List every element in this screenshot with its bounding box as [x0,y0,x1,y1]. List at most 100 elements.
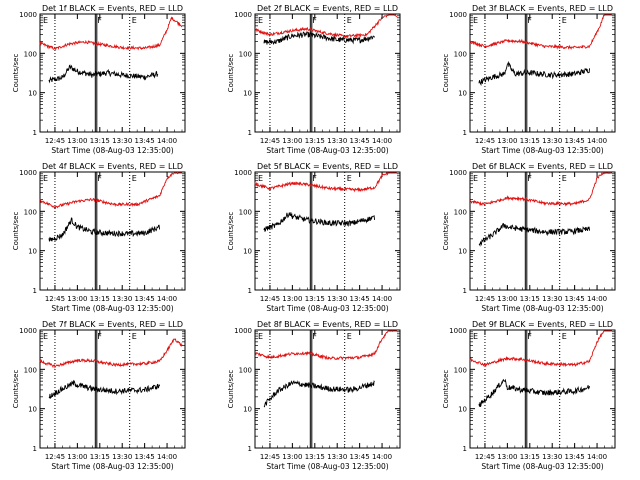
x-tick-label: 13:45 [350,295,370,303]
x-tick-label: 14:00 [372,295,392,303]
y-tick-label: 10 [458,406,467,414]
x-tick-label: 13:30 [542,453,562,461]
y-tick-label: 1000 [449,169,467,177]
x-axis-label: Start Time (08-Aug-03 12:35:00) [51,304,173,313]
lld-series-line [39,338,183,369]
y-axis-label: Counts/sec [12,54,20,93]
detector-panel-8: Det 8f BLACK = Events, RED = LLD 1 10 100 10… [227,320,401,471]
x-tick-label: 13:00 [67,295,87,303]
x-tick-label: 14:00 [587,453,607,461]
plot-frame [254,329,401,449]
events-series-line [263,212,376,232]
x-tick-label: 13:45 [350,137,370,145]
y-tick-label: 1 [248,287,252,295]
x-tick-label: 14:00 [157,137,177,145]
x-tick-label: 14:00 [587,137,607,145]
events-series-line [263,31,375,45]
y-tick-label: 1000 [234,327,252,335]
y-tick-label: 100 [24,366,37,374]
x-tick-label: 13:30 [542,137,562,145]
x-tick-label: 12:45 [475,295,495,303]
x-tick-label: 13:45 [565,137,585,145]
panel-title: Det 6f BLACK = Events, RED = LLD [472,162,613,171]
marker-label: F [97,16,102,25]
panel-title: Det 3f BLACK = Events, RED = LLD [472,4,613,13]
y-axis-label: Counts/sec [442,54,450,93]
x-tick-label: 13:30 [112,453,132,461]
marker-label: E [132,16,137,25]
y-tick-label: 1000 [19,11,37,19]
x-axis-label: Start Time (08-Aug-03 12:35:00) [266,462,388,471]
lld-series-line [254,172,398,193]
marker-label: F [312,174,317,183]
x-tick-label: 14:00 [157,453,177,461]
plot-frame [39,13,186,133]
lld-series-line [39,16,183,51]
x-tick-label: 12:45 [475,453,495,461]
x-tick-label: 13:00 [497,453,517,461]
x-axis-label: Start Time (08-Aug-03 12:35:00) [51,146,173,155]
marker-label: E [562,332,567,341]
x-axis-label: Start Time (08-Aug-03 12:35:00) [266,304,388,313]
detector-panel-5: Det 5f BLACK = Events, RED = LLD 1 10 100 10… [227,162,401,313]
plot-frame [469,329,616,449]
y-axis-label: Counts/sec [12,212,20,251]
x-tick-label: 13:00 [497,137,517,145]
y-tick-label: 1000 [234,11,252,19]
x-tick-label: 13:15 [305,453,325,461]
x-tick-label: 12:45 [260,453,280,461]
x-tick-label: 13:00 [282,295,302,303]
y-tick-label: 10 [458,248,467,256]
plot-frame [254,171,401,291]
x-tick-label: 13:15 [90,295,110,303]
events-series-line [48,217,161,242]
y-tick-label: 100 [24,208,37,216]
marker-label: E [132,174,137,183]
marker-label: E [258,16,263,25]
y-tick-label: 1000 [234,169,252,177]
x-tick-label: 13:30 [112,295,132,303]
y-tick-label: 1 [33,445,37,453]
y-tick-label: 1 [248,129,252,137]
y-tick-label: 100 [239,208,252,216]
marker-label: E [347,16,352,25]
y-axis-label: Counts/sec [442,370,450,409]
y-tick-label: 100 [24,50,37,58]
x-tick-label: 12:45 [260,295,280,303]
x-tick-label: 13:15 [520,137,540,145]
y-axis-label: Counts/sec [12,370,20,409]
x-tick-label: 13:00 [282,137,302,145]
x-tick-label: 14:00 [372,137,392,145]
y-tick-label: 1 [33,129,37,137]
x-tick-label: 13:30 [542,295,562,303]
x-tick-label: 12:45 [475,137,495,145]
detector-panel-9: Det 9f BLACK = Events, RED = LLD 1 10 100 10… [442,320,616,471]
y-tick-label: 100 [454,208,467,216]
panel-title: Det 7f BLACK = Events, RED = LLD [42,320,183,329]
x-tick-label: 12:45 [260,137,280,145]
x-tick-label: 13:45 [135,137,155,145]
plot-frame [469,13,616,133]
marker-label: E [562,16,567,25]
marker-label: F [97,332,102,341]
x-tick-label: 13:15 [520,453,540,461]
panel-title: Det 2f BLACK = Events, RED = LLD [257,4,398,13]
y-tick-label: 1 [248,445,252,453]
y-tick-label: 1000 [19,169,37,177]
x-tick-label: 13:00 [67,137,87,145]
x-tick-label: 13:45 [135,453,155,461]
lld-series-line [469,330,613,368]
y-tick-label: 1000 [449,11,467,19]
marker-label: E [347,174,352,183]
events-series-line [478,378,591,407]
x-tick-label: 13:00 [497,295,517,303]
x-tick-label: 14:00 [372,453,392,461]
marker-label: F [312,332,317,341]
plot-frame [254,13,401,133]
x-axis-label: Start Time (08-Aug-03 12:35:00) [481,146,603,155]
events-series-line [48,64,159,84]
detector-panel-6: Det 6f BLACK = Events, RED = LLD 1 10 100 10… [442,162,616,313]
plot-frame [39,329,186,449]
marker-label: F [527,16,532,25]
marker-label: E [258,332,263,341]
